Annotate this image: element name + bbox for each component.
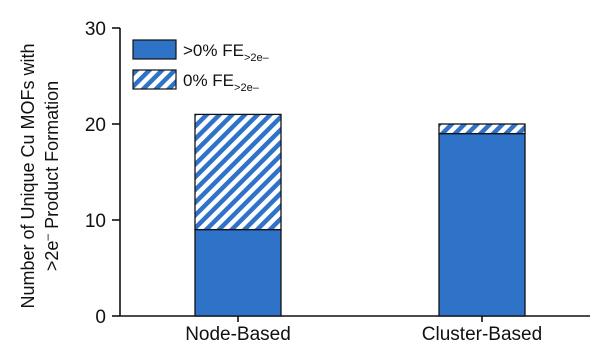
- bar-node-based-solid: [194, 228, 282, 317]
- y-tick-label: 20: [85, 115, 106, 136]
- x-category-label: Cluster-Based: [422, 324, 542, 344]
- x-category-label: Node-Based: [185, 324, 291, 344]
- legend: >0% FE>2e– 0% FE>2e–: [132, 39, 270, 94]
- legend-label-solid: >0% FE>2e–: [183, 41, 270, 64]
- legend-label-hatched: 0% FE>2e–: [183, 71, 260, 94]
- y-axis-title-line2: >2e– Product Formation: [40, 81, 62, 271]
- y-tick-label: 30: [85, 19, 106, 40]
- y-axis-title: Number of Unique Cu MOFs with >2e– Produ…: [18, 43, 62, 308]
- y-axis-title-line1: Number of Unique Cu MOFs with: [18, 43, 38, 308]
- y-ticks: 0 10 20 30: [85, 19, 120, 328]
- bar-cluster-based-solid: [438, 132, 526, 317]
- bar-cluster-based-hatched: [438, 123, 526, 135]
- legend-swatch-solid: [132, 39, 177, 60]
- bar-node-based-hatched: [194, 113, 282, 231]
- category-labels: Node-Based Cluster-Based: [185, 316, 542, 344]
- y-tick-label: 0: [95, 307, 106, 328]
- legend-swatch-hatched: [132, 69, 177, 90]
- y-tick-label: 10: [85, 211, 106, 232]
- bars: [194, 113, 526, 317]
